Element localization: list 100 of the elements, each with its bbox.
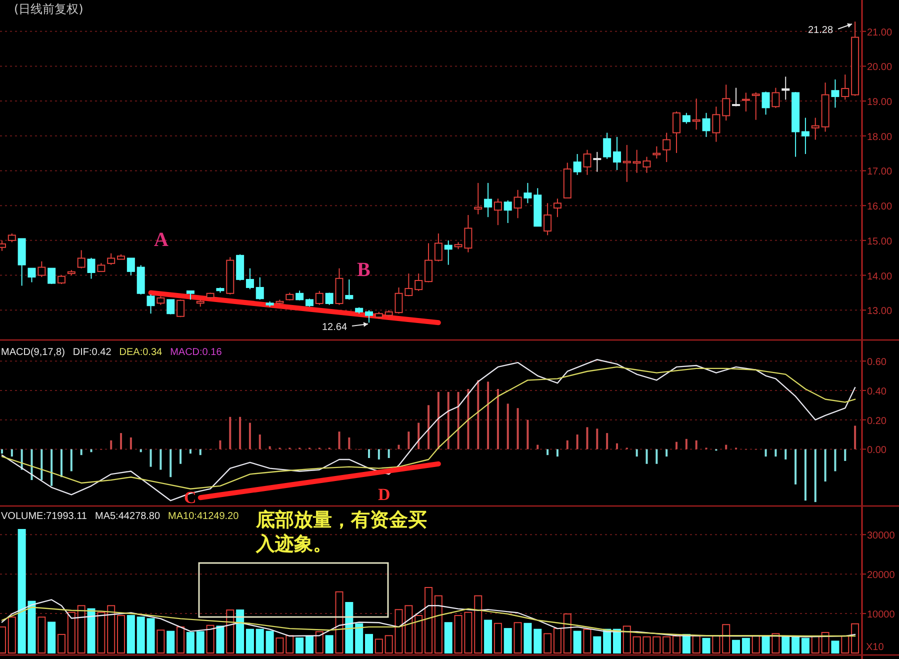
candlestick [612,136,621,171]
bar [496,388,499,450]
bar [97,612,106,654]
bar [774,449,777,457]
text: X10 [866,642,884,653]
bar [226,609,234,654]
bar [814,449,816,502]
bar [606,433,608,450]
bar [792,636,800,654]
bar [418,422,420,450]
bar [622,626,631,654]
bar [150,449,152,467]
bar [258,434,261,450]
bar [30,449,33,480]
bar [117,615,126,654]
bar [40,449,43,480]
y-tick-label: 20.00 [867,62,892,74]
annotation: MA5:44278.80 [94,511,160,522]
bar [146,618,155,654]
y-tick-label: 20000 [867,570,896,582]
annotation: B [357,259,370,281]
bar [762,636,770,654]
bar [457,392,460,450]
bar [256,628,264,654]
bar [467,388,470,450]
bar [8,616,16,654]
bar [345,602,354,654]
bar [752,636,760,654]
bar [646,449,648,464]
bar [315,631,324,654]
bar [80,449,82,456]
bar [712,636,720,654]
bar [384,635,393,654]
bar [636,449,638,457]
bar [854,426,856,450]
line-series [1,599,856,638]
bar [276,638,284,654]
bar [824,449,826,482]
bar [794,449,797,484]
bar [477,380,480,450]
bar [437,392,440,450]
annotation: DEA:0.34 [119,347,163,358]
bar [338,432,340,450]
bar [662,636,671,654]
bar [612,628,621,654]
bar [90,449,92,452]
bar [160,449,162,470]
y-tick-label: 13.00 [867,306,892,318]
bar [77,605,86,654]
bar [553,628,562,654]
bar [180,449,182,464]
bar [576,434,578,450]
bar [60,449,62,478]
bar [189,449,192,454]
bar [414,615,423,654]
annotation: A [154,229,169,251]
bar [695,440,698,450]
bar [186,632,194,654]
bar [504,628,512,654]
annotation: MACD(9,17,8) [1,347,65,358]
candlestick [712,106,720,142]
bar [831,640,840,654]
bar [388,449,390,458]
candlestick [18,238,26,286]
bar [725,444,728,450]
bar [434,595,442,654]
candlestick [563,162,572,198]
bar [408,432,410,450]
bar [196,631,204,654]
bar [348,437,350,450]
bar [70,449,72,472]
y-tick-label: 14.00 [867,271,892,282]
annotation: 21.28 [808,25,834,36]
annotation: MA10:41249.20 [168,511,240,522]
candlestick [126,258,135,276]
bar [248,422,251,450]
bar [305,636,314,654]
bar [524,622,532,654]
bar [120,433,122,450]
bar [474,595,482,654]
bar [229,416,232,450]
bar [742,638,750,654]
bar [516,408,519,450]
y-tick-label: 17.00 [867,166,892,178]
bar [596,428,598,450]
annotation: 底部放量，有资金买入迹象。 [256,508,428,556]
bar [58,634,66,654]
annotation: VOLUME:71993.11 [1,511,88,522]
bar [424,586,433,654]
chart-title: (日线前复权) [14,2,84,16]
bar [216,626,224,654]
bar [140,449,142,452]
bar [851,623,860,654]
bar [804,449,806,501]
bar [38,616,46,654]
y-tick-label: 16.00 [867,202,892,213]
bar [378,449,380,460]
bar [544,633,552,654]
bar [355,623,364,654]
bar [325,635,334,654]
